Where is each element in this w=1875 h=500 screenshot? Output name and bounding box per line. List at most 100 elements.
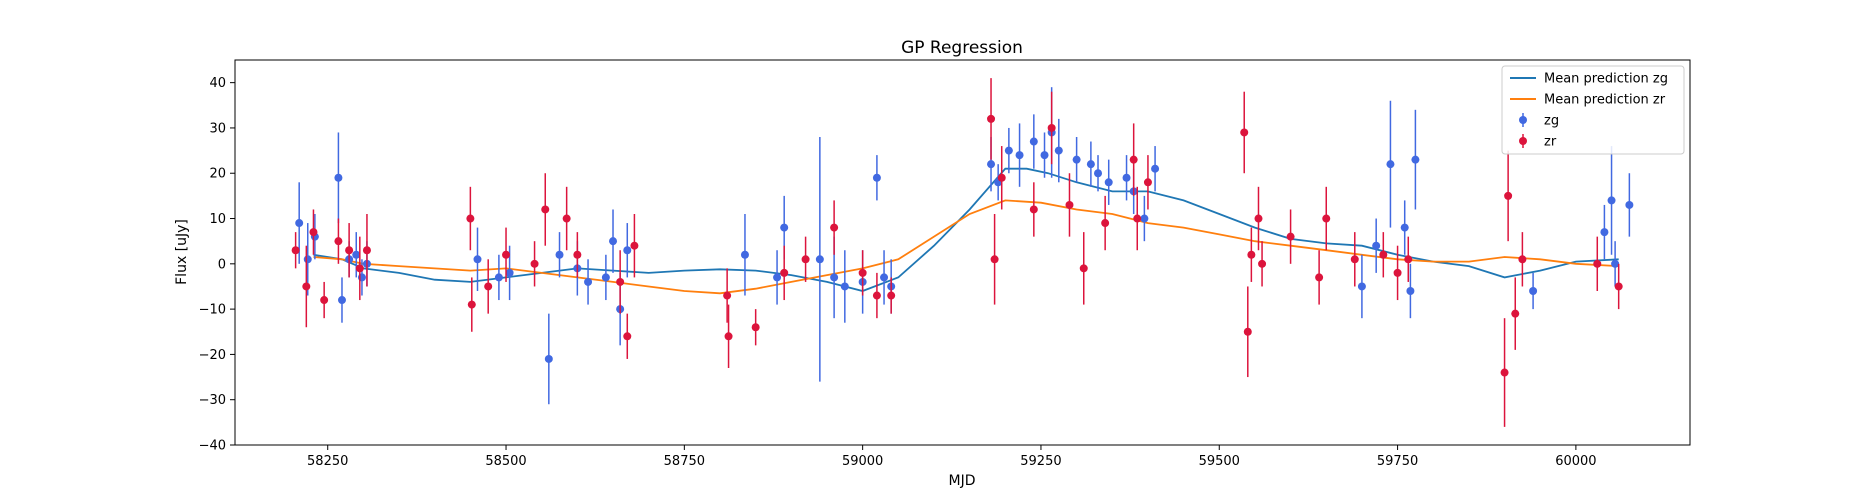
point-marker [573, 250, 582, 259]
data-point [1600, 204, 1609, 260]
point-marker [858, 268, 867, 277]
y-tick-label: 40 [209, 76, 226, 91]
data-point [616, 250, 625, 314]
point-marker [773, 273, 782, 282]
plot-area [291, 78, 1634, 427]
y-tick-label: 0 [218, 257, 226, 272]
data-point [630, 214, 639, 278]
x-tick-label: 59000 [842, 454, 883, 469]
point-marker [1065, 200, 1074, 209]
point-marker [1079, 264, 1088, 273]
data-point [1386, 100, 1395, 228]
point-marker [1372, 241, 1381, 250]
point-marker [1015, 151, 1024, 160]
data-point [541, 173, 550, 246]
point-marker [1315, 273, 1324, 282]
legend-item: Mean prediction zg [1510, 72, 1668, 87]
data-point [872, 155, 881, 201]
data-point [1247, 227, 1256, 282]
point-marker [1607, 196, 1616, 205]
point-marker [780, 268, 789, 277]
data-point [1379, 232, 1388, 278]
point-marker [987, 114, 996, 123]
point-marker [562, 214, 571, 223]
point-marker [1122, 173, 1131, 182]
point-marker [505, 268, 514, 277]
data-point [724, 304, 733, 368]
point-marker [1393, 268, 1402, 277]
point-marker [1593, 259, 1602, 268]
y-tick-label: 10 [209, 212, 226, 227]
data-point [1406, 263, 1415, 319]
point-marker [309, 228, 318, 237]
point-marker [345, 246, 354, 255]
legend-label: Mean prediction zr [1544, 93, 1666, 108]
legend-marker-swatch [1519, 137, 1527, 145]
point-marker [830, 273, 839, 282]
point-marker [1611, 259, 1620, 268]
point-marker [1379, 250, 1388, 259]
point-marker [1625, 200, 1634, 209]
data-point [1047, 91, 1056, 165]
data-point [1350, 232, 1359, 287]
data-point [573, 232, 582, 278]
point-marker [1406, 287, 1415, 295]
data-point [830, 200, 839, 255]
point-marker [303, 255, 312, 264]
point-marker [1047, 123, 1056, 132]
x-tick-label: 59250 [1020, 454, 1061, 469]
point-marker [1504, 191, 1513, 200]
point-marker [616, 277, 625, 286]
point-marker [1322, 214, 1331, 223]
point-marker [601, 273, 610, 282]
point-marker [320, 296, 329, 305]
point-marker [1240, 128, 1249, 137]
point-marker [1254, 214, 1263, 223]
data-point [1054, 118, 1063, 183]
point-marker [623, 332, 632, 341]
point-marker [1518, 255, 1527, 264]
data-point [310, 214, 319, 260]
point-marker [1129, 155, 1138, 164]
data-point [320, 281, 329, 319]
data-point [1258, 241, 1267, 287]
data-point [530, 241, 539, 287]
data-point [1151, 146, 1160, 192]
data-point [345, 223, 354, 278]
point-marker [334, 173, 343, 182]
point-marker [872, 291, 881, 300]
data-point [623, 223, 632, 278]
point-marker [872, 173, 881, 182]
point-marker [997, 173, 1006, 182]
data-point [1511, 277, 1520, 350]
point-marker [1094, 169, 1103, 178]
data-point [1611, 241, 1620, 287]
y-tick-label: −30 [199, 393, 226, 408]
data-point [544, 313, 553, 405]
point-marker [987, 160, 996, 169]
data-point [801, 236, 810, 282]
data-point [1500, 318, 1509, 427]
data-point [1518, 232, 1527, 287]
point-marker [780, 223, 789, 232]
point-marker [334, 237, 343, 246]
data-point [723, 268, 732, 323]
data-point [887, 277, 896, 314]
data-point [1315, 250, 1324, 305]
point-marker [337, 296, 346, 305]
point-marker [1140, 214, 1149, 223]
point-marker [1600, 228, 1609, 237]
y-tick-label: −40 [199, 439, 226, 454]
point-marker [1350, 255, 1359, 264]
point-marker [1386, 160, 1395, 169]
x-tick-label: 60000 [1555, 454, 1596, 469]
data-point [1393, 245, 1402, 301]
data-point [623, 313, 632, 359]
point-marker [1040, 151, 1049, 160]
point-marker [1143, 178, 1152, 187]
data-point [987, 78, 996, 160]
point-marker [502, 250, 511, 259]
point-marker [1086, 160, 1095, 169]
point-marker [473, 255, 482, 264]
point-marker [355, 264, 364, 273]
